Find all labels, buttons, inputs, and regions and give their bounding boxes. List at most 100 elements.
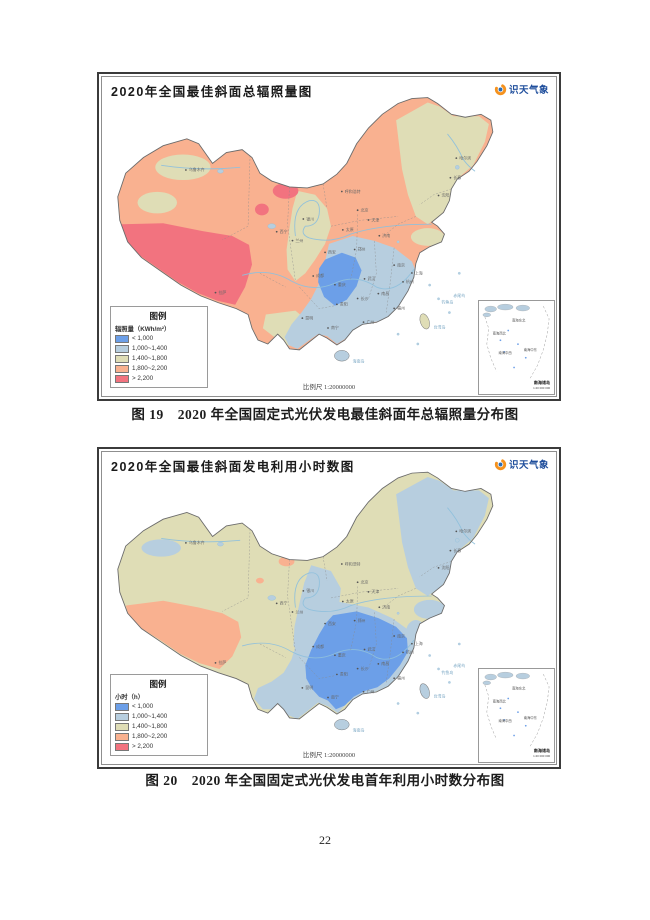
- legend-label: 1,400~1,800: [132, 723, 168, 731]
- legend-item: > 2,200: [115, 374, 201, 383]
- inset-scale-label: 1:40 000 000: [533, 754, 550, 758]
- city-dot: [393, 677, 396, 680]
- inset-island-dot: [517, 343, 519, 345]
- inset-region-label: 南海中东: [524, 715, 538, 720]
- sea-label: 海南岛: [353, 359, 365, 364]
- inset-region-label: 南海中西: [498, 350, 512, 355]
- city-label: 福州: [397, 676, 405, 681]
- legend-swatch: [115, 354, 129, 363]
- sea-label: 台湾岛: [434, 324, 446, 329]
- nine-dash-line: [529, 674, 550, 748]
- sea-label: 钓鱼岛: [442, 300, 454, 305]
- province-border: [259, 273, 286, 288]
- province-border: [382, 588, 416, 609]
- sea-island-dot: [448, 311, 451, 314]
- figure-19-caption: 图 19 2020 年全国固定式光伏发电最佳斜面年总辐照量分布图: [131, 407, 519, 422]
- legend-label: 1,000~1,400: [132, 345, 168, 353]
- city-label: 上海: [415, 641, 423, 646]
- region-fill-orange: [255, 577, 264, 584]
- province-border: [350, 586, 358, 650]
- inset-island-dot: [513, 366, 515, 369]
- china-outline: [117, 471, 494, 720]
- sea-island-dot: [428, 654, 432, 657]
- inset-island-dot: [499, 339, 502, 342]
- legend-swatch: [115, 344, 129, 353]
- choropleth-regions: [121, 102, 489, 349]
- province-border: [330, 216, 399, 227]
- inset-region-label: 南海东北: [512, 686, 526, 691]
- city-dot: [334, 654, 336, 657]
- legend-item: 1,400~1,800: [115, 722, 201, 731]
- lake: [267, 223, 276, 229]
- region-fill-orange: [125, 600, 242, 669]
- logo-swirl-icon: [494, 83, 507, 95]
- city-label: 郑州: [358, 618, 366, 623]
- inset-region-label: 南海西北: [493, 698, 507, 703]
- province-border: [299, 657, 335, 679]
- city-label: 乌鲁木齐: [189, 167, 205, 172]
- city-dot: [327, 696, 329, 699]
- figure-19-map-frame: 乌鲁木齐 呼和浩特 北京 天津 沈阳 长春 哈尔滨 西宁 兰州 银川 西安 太原 郑州 济南 南京 上海 杭州 武…: [97, 72, 561, 401]
- province-border: [287, 559, 296, 652]
- city-dot: [455, 530, 458, 533]
- inset-island-dot: [507, 697, 510, 700]
- legend-items: < 1,000 1,000~1,400 1,400~1,800 1,800~2,200…: [115, 702, 201, 751]
- inset-coast-blob: [482, 680, 491, 685]
- city-label: 重庆: [338, 653, 346, 658]
- city-label: 成都: [316, 273, 324, 278]
- map-title-radiation: 2020年全国最佳斜面总辐照量图: [111, 85, 313, 99]
- city-dot: [411, 642, 413, 645]
- legend-swatch: [115, 742, 129, 751]
- inset-coast-blob: [515, 672, 530, 680]
- river: [294, 572, 432, 613]
- city-label: 南京: [397, 633, 405, 638]
- taiwan-island: [419, 683, 430, 699]
- city-dot: [402, 280, 404, 283]
- map-scale-text: 比例尺 1:20000000: [302, 384, 356, 391]
- legend-label: < 1,000: [132, 703, 154, 711]
- city-dot: [393, 307, 396, 310]
- figure-20-map-frame: 乌鲁木齐 呼和浩特 北京 天津 沈阳 长春 哈尔滨 西宁 兰州 银川 西安 太原 郑州 济南 南京 上海 杭州 武…: [97, 447, 561, 769]
- city-dot: [393, 635, 396, 637]
- province-border: [386, 619, 395, 683]
- sea-island-dot: [428, 283, 432, 287]
- city-dot: [378, 234, 381, 237]
- region-fill-lblue: [141, 539, 181, 557]
- city-label: 银川: [306, 216, 314, 221]
- province-border: [382, 216, 416, 238]
- brand-logo: 识天气象: [494, 457, 549, 471]
- inset-name-label: 南海诸岛: [534, 379, 550, 385]
- brand-logo: 识天气象: [494, 82, 549, 96]
- south-china-sea-inset: 南海东北 南海西北 南海中西 南海中东 南海诸岛 1:40 000 000: [478, 668, 555, 763]
- legend-item: 1,000~1,400: [115, 712, 201, 721]
- figure-19-map-area: 乌鲁木齐 呼和浩特 北京 天津 沈阳 长春 哈尔滨 西宁 兰州 银川 西安 太原 郑州 济南 南京 上海 杭州 武…: [102, 77, 556, 396]
- legend-label: 1,800~2,200: [132, 365, 168, 373]
- map-title-hours: 2020年全国最佳斜面发电利用小时数图: [111, 460, 355, 474]
- city-label: 兰州: [295, 609, 303, 614]
- city-label: 哈尔滨: [459, 155, 471, 160]
- city-dot: [214, 662, 217, 664]
- province-border: [368, 612, 377, 670]
- inset-coast-blob: [482, 312, 491, 317]
- city-label: 杭州: [406, 650, 414, 655]
- city-dot: [324, 622, 326, 625]
- nine-dash-line: [484, 684, 497, 740]
- city-label: 昆明: [305, 685, 313, 690]
- city-label: 长春: [453, 175, 461, 180]
- city-dot: [301, 687, 304, 689]
- inset-island-dot: [499, 707, 502, 710]
- inset-coast-blob: [497, 672, 514, 679]
- city-dot: [302, 590, 305, 592]
- city-dot: [312, 275, 315, 277]
- city-label: 济南: [382, 605, 390, 610]
- city-dot: [214, 291, 217, 294]
- city-dot: [437, 194, 440, 197]
- lake: [455, 538, 460, 543]
- city-label: 长沙: [361, 296, 369, 301]
- sea-island-dot: [416, 342, 420, 346]
- lake: [267, 595, 276, 601]
- legend-item: 1,800~2,200: [115, 364, 201, 373]
